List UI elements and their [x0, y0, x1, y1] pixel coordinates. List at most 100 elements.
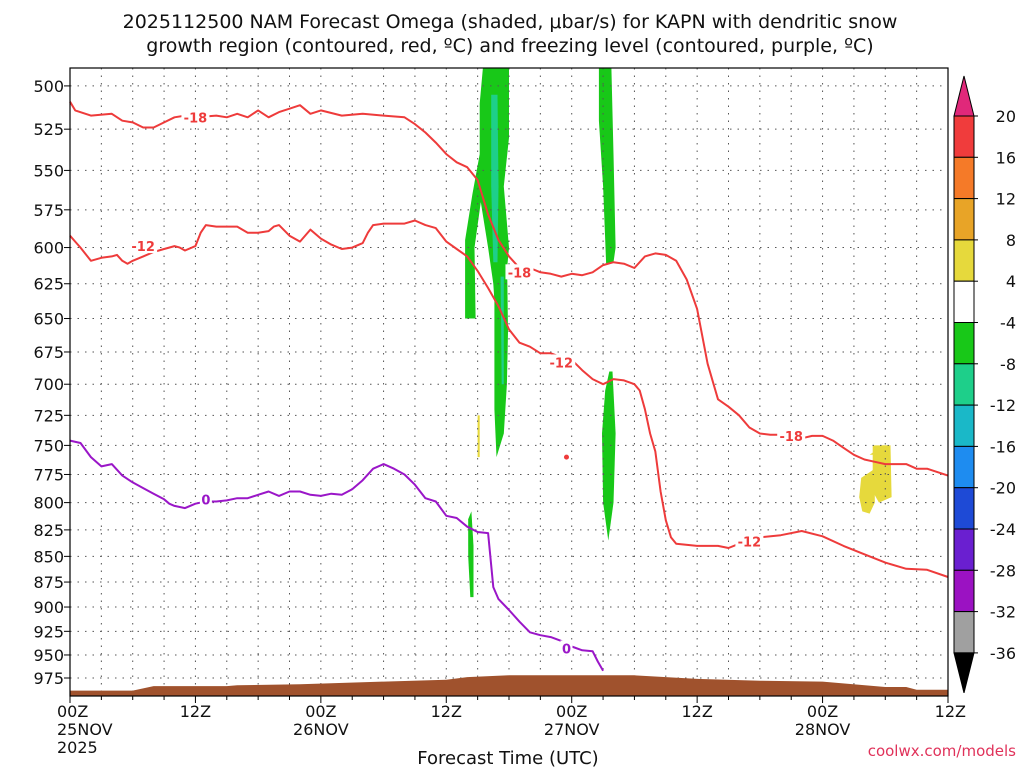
- colorbar: 20 16 12 8 4 -4 -8 -12 -16 -20 -24 -28 -32 -36: [953, 75, 1016, 694]
- colorbar-bottom-arrow: [953, 652, 975, 694]
- y-tick-label: 600: [33, 239, 64, 258]
- colorbar-label: -4: [1000, 314, 1016, 333]
- colorbar-box: [953, 363, 975, 406]
- y-tick-label: 725: [33, 406, 64, 425]
- contour-label: -12: [131, 240, 155, 255]
- omega-patch: [491, 94, 499, 263]
- colorbar-label: -8: [1000, 355, 1016, 374]
- y-tick-label: 700: [33, 375, 64, 394]
- plot-background: [70, 68, 948, 696]
- terrain-fill: [70, 675, 948, 696]
- omega-shading: [465, 68, 892, 598]
- colorbar-top-arrow: [953, 75, 975, 117]
- chart-title-line2: growth region (contoured, red, ºC) and f…: [146, 35, 873, 57]
- colorbar-label: -32: [990, 603, 1016, 622]
- x-tick-label: 12Z: [180, 702, 211, 721]
- y-tick-label: 675: [33, 343, 64, 362]
- contour-line: [69, 219, 949, 578]
- omega-patch: [494, 247, 508, 458]
- y-tick-label: 550: [33, 161, 64, 180]
- y-tick-label: 775: [33, 465, 64, 484]
- terrain: [70, 675, 948, 696]
- omega-patch: [500, 276, 504, 385]
- colorbar-box: [953, 528, 975, 571]
- colorbar-label: 16: [996, 148, 1016, 167]
- y-tick-label: 625: [33, 275, 64, 294]
- omega-patch: [602, 371, 616, 541]
- contour-label-bg: [735, 533, 764, 549]
- colorbar-label: -12: [990, 396, 1016, 415]
- contour-line: [69, 439, 604, 672]
- contour-label: -18: [508, 266, 532, 281]
- contour-label: -12: [550, 356, 574, 371]
- chart-title-line1: 2025112500 NAM Forecast Omega (shaded, μ…: [123, 11, 898, 33]
- omega-patch: [477, 415, 480, 458]
- x-axis-label: Forecast Time (UTC): [417, 748, 598, 768]
- colorbar-label: 12: [996, 190, 1016, 209]
- omega-patch: [598, 68, 616, 266]
- colorbar-box: [953, 445, 975, 489]
- y-tick-label: 825: [33, 521, 64, 540]
- contour-label: -18: [779, 430, 803, 445]
- x-tick-label: 00Z: [57, 702, 88, 721]
- contour-dot: [563, 454, 569, 460]
- pressure-axis: 500 525 550 575 600 625 650 675 700 725 750 775 800 8…: [33, 77, 70, 688]
- contour-label-bg: [505, 264, 534, 280]
- contour-label: 0: [201, 493, 210, 508]
- colorbar-box: [953, 198, 975, 241]
- contour-label-bg: [129, 238, 158, 254]
- omega-patch: [872, 445, 892, 503]
- y-tick-label: 800: [33, 494, 64, 513]
- colorbar-box: [953, 569, 975, 613]
- credit-text: coolwx.com/models: [868, 742, 1016, 760]
- colorbar-box: [953, 487, 975, 530]
- omega-patch: [859, 468, 875, 514]
- contour-label-bg: [181, 109, 210, 125]
- omega-patch: [468, 511, 474, 598]
- colorbar-label: -36: [990, 644, 1016, 663]
- contour-label: -18: [184, 111, 208, 126]
- y-tick-label: 975: [33, 669, 64, 688]
- y-tick-label: 925: [33, 622, 64, 641]
- y-tick-label: 850: [33, 547, 64, 566]
- x-tick-date: 25NOV: [57, 720, 113, 739]
- colorbar-box: [953, 404, 975, 447]
- contour-label-bg: [777, 427, 806, 443]
- colorbar-box: [953, 115, 975, 158]
- y-tick-label: 875: [33, 573, 64, 592]
- x-tick-label: 12Z: [681, 702, 712, 721]
- y-tick-label: 500: [33, 77, 64, 96]
- colorbar-box: [953, 322, 975, 365]
- contour-label: 0: [562, 642, 571, 657]
- x-tick-label: 00Z: [305, 702, 336, 721]
- colorbar-label: -16: [990, 437, 1016, 456]
- y-tick-label: 575: [33, 201, 64, 220]
- x-tick-date: 26NOV: [293, 720, 349, 739]
- contour-labels: -18 -12 -18 -12 -18 -12 0 0: [129, 109, 806, 657]
- x-tick-label: 12Z: [431, 702, 462, 721]
- contour-label-bg: [547, 354, 576, 370]
- y-tick-label: 650: [33, 310, 64, 329]
- colorbar-label: -24: [990, 520, 1016, 539]
- colorbar-box: [953, 280, 975, 324]
- contour-label: -12: [738, 536, 762, 551]
- colorbar-label: 4: [1006, 272, 1016, 291]
- y-tick-label: 900: [33, 598, 64, 617]
- y-tick-label: 525: [33, 120, 64, 139]
- colorbar-box: [953, 156, 975, 200]
- x-tick-label: 00Z: [556, 702, 587, 721]
- x-tick-label: 00Z: [807, 702, 838, 721]
- plot-area: -18 -12 -18 -12 -18 -12 0 0: [69, 67, 949, 697]
- y-tick-label: 950: [33, 646, 64, 665]
- x-tick-year: 2025: [57, 738, 98, 757]
- colorbar-label: 20: [996, 107, 1016, 126]
- x-tick-date: 27NOV: [544, 720, 600, 739]
- colorbar-box: [953, 611, 975, 654]
- contour-label-bg: [199, 491, 212, 507]
- colorbar-box: [953, 239, 975, 282]
- contour-label-bg: [560, 640, 573, 656]
- colorbar-label: -20: [990, 479, 1016, 498]
- colorbar-label: 8: [1006, 231, 1016, 250]
